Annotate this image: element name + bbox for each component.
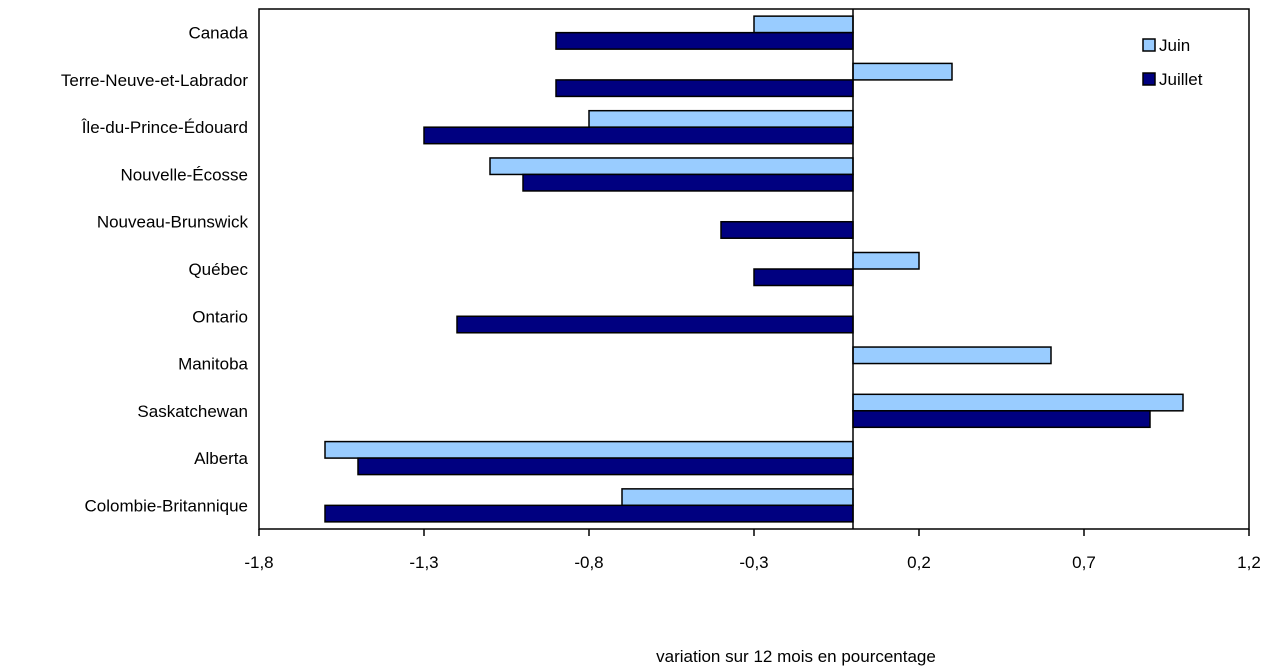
x-tick-label: -1,3 (409, 553, 438, 572)
category-label: Terre-Neuve-et-Labrador (61, 71, 248, 90)
category-label: Nouvelle-Écosse (120, 165, 248, 184)
bar-juillet-8 (852, 410, 1151, 429)
bar-juillet-10 (324, 504, 854, 523)
x-axis-ticks: -1,8 -1,3 -0,8 -0,3 0,2 0,7 1,2 (244, 529, 1261, 572)
x-tick-label: -0,3 (739, 553, 768, 572)
bar-juillet-2 (423, 126, 854, 145)
x-tick-label: -1,8 (244, 553, 273, 572)
category-label: Canada (188, 24, 248, 43)
bar-juin-3 (489, 157, 854, 176)
legend-label-juin: Juin (1159, 36, 1190, 55)
bar-juin-7 (852, 346, 1052, 365)
x-tick-label: 0,7 (1072, 553, 1096, 572)
bar-juillet-5 (753, 268, 854, 287)
x-tick-label: 0,2 (907, 553, 931, 572)
bar-juillet-6 (456, 315, 854, 334)
x-tick-label: -0,8 (574, 553, 603, 572)
bar-juin-0 (753, 15, 854, 34)
bar-juillet-1 (555, 79, 854, 98)
bar-juin-5 (852, 251, 920, 270)
category-label: Alberta (194, 449, 248, 468)
bar-juillet-4 (720, 220, 854, 239)
category-label: Colombie-Britannique (85, 496, 248, 515)
bar-juillet-3 (522, 173, 854, 192)
category-label: Manitoba (178, 355, 248, 374)
legend-label-juillet: Juillet (1159, 70, 1203, 89)
legend: Juin Juillet (1142, 36, 1203, 89)
category-labels: Canada Terre-Neuve-et-Labrador Île-du-Prin… (61, 24, 249, 516)
category-label: Saskatchewan (137, 402, 248, 421)
category-label: Île-du-Prince-Édouard (81, 118, 248, 137)
category-label: Nouveau-Brunswick (97, 213, 249, 232)
bar-juillet-0 (555, 31, 854, 50)
bars-layer (324, 15, 1184, 523)
bar-juin-8 (852, 393, 1184, 412)
bar-juin-2 (588, 109, 854, 128)
category-label: Québec (188, 260, 248, 279)
bar-juillet-9 (357, 457, 854, 476)
bar-juin-1 (852, 62, 953, 81)
legend-swatch-juin (1142, 38, 1156, 52)
legend-swatch-juillet (1142, 72, 1156, 86)
x-axis-title: variation sur 12 mois en pourcentage (656, 647, 936, 666)
bar-juin-9 (324, 440, 854, 459)
category-label: Ontario (192, 307, 248, 326)
bar-juin-10 (621, 488, 854, 507)
x-tick-label: 1,2 (1237, 553, 1261, 572)
